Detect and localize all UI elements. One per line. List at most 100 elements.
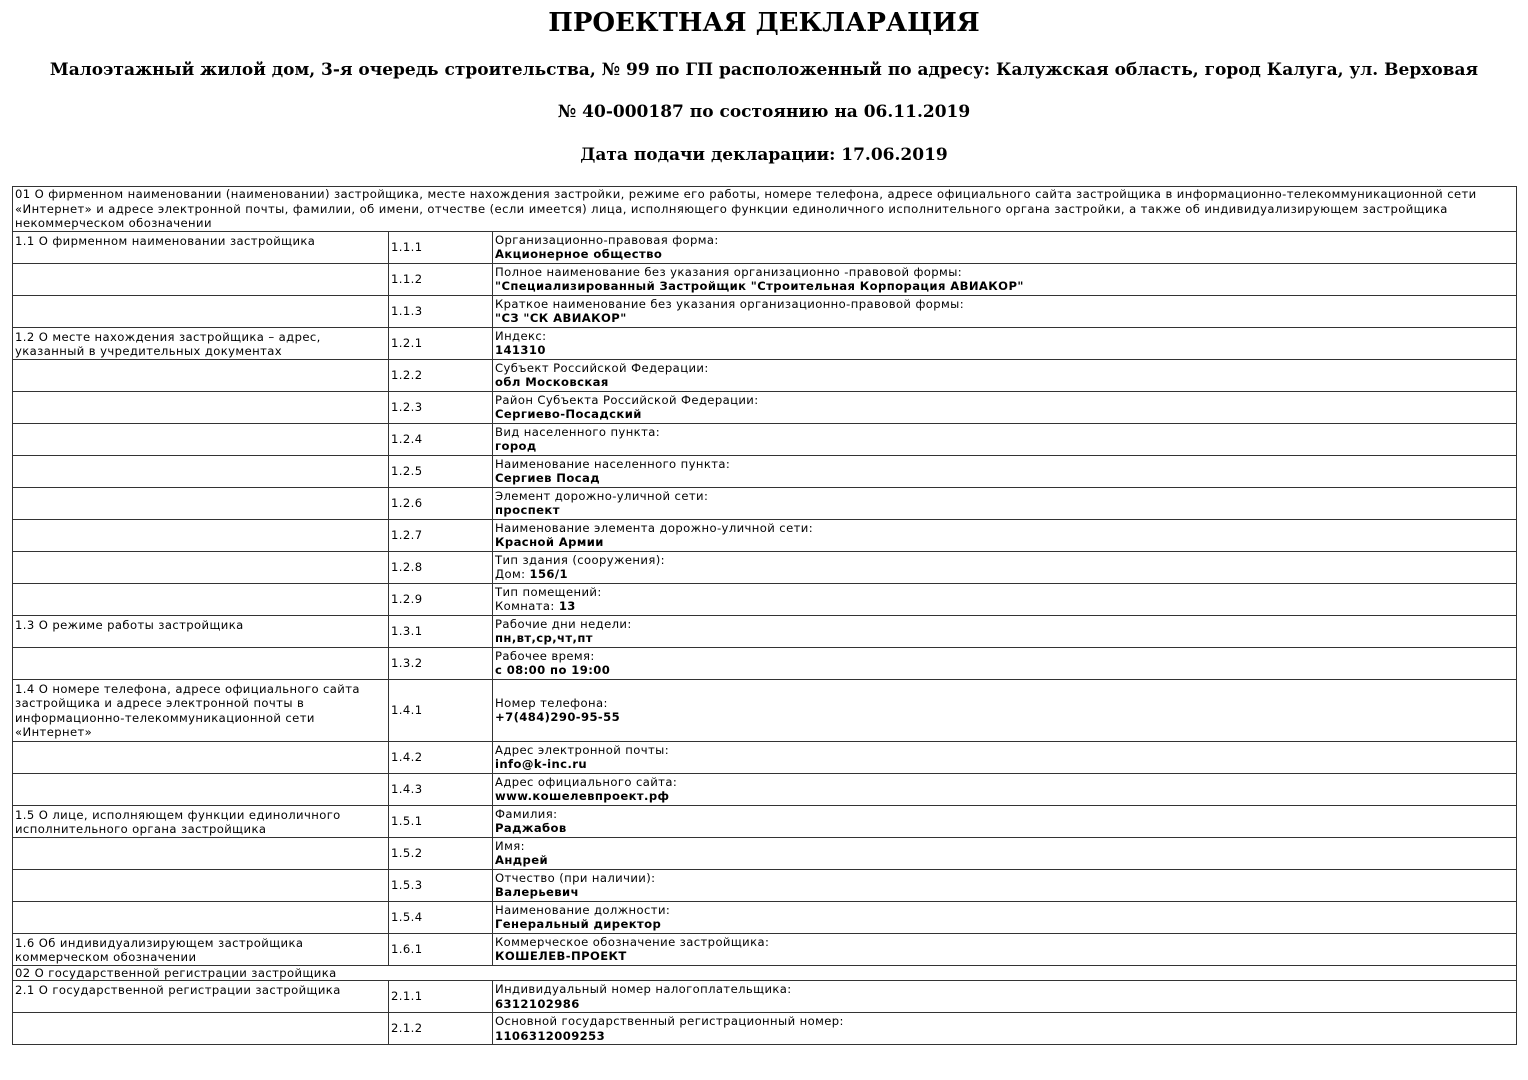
group-cell: 1.3 О режиме работы застройщика [12,614,389,648]
field-value-line: info@k-inc.ru [495,757,1514,772]
code-cell: 1.2.6 [388,486,493,520]
code-cell: 1.6.1 [388,932,493,966]
field-value-line: пн,вт,ср,чт,пт [495,631,1514,646]
field-label: Рабочие дни недели: [495,616,632,631]
group-cell: 1.6 Об индивидуализирующем застройщика к… [12,932,389,966]
field-value-line: Раджабов [495,821,1514,836]
group-cell [12,358,389,392]
field-cell: Индивидуальный номер налогоплательщика: 6… [492,980,1517,1013]
group-cell [12,294,389,328]
code-cell: 1.4.2 [388,740,493,774]
code-cell: 1.3.2 [388,646,493,680]
field-label: Субъект Российской Федерации: [495,360,709,375]
field-value-line: 6312102986 [495,997,1514,1012]
group-cell [12,390,389,424]
code-cell: 1.1.3 [388,294,493,328]
field-label: Индивидуальный номер налогоплательщика: [495,982,792,996]
field-value: проспект [495,503,560,517]
table-row: 1.2.3 Район Субъекта Российской Федераци… [12,390,1517,424]
group-cell: 1.4 О номере телефона, адресе официально… [12,678,389,742]
group-cell [12,582,389,616]
field-cell: Район Субъекта Российской Федерации: Серг… [492,390,1517,424]
code-cell: 2.1.1 [388,980,493,1013]
field-label: Вид населенного пункта: [495,424,661,439]
code-cell: 1.2.3 [388,390,493,424]
group-cell [12,868,389,902]
table-row: 1.4 О номере телефона, адресе официально… [12,678,1517,742]
table-row: 1.5.3 Отчество (при наличии): Валерьевич [12,868,1517,902]
table-row: 1.2.6 Элемент дорожно-уличной сети: просп… [12,486,1517,520]
field-value-line: с 08:00 по 19:00 [495,663,1514,678]
field-value-line: Андрей [495,853,1514,868]
field-cell: Имя: Андрей [492,836,1517,870]
code-cell: 1.5.4 [388,900,493,934]
code-cell: 1.2.2 [388,358,493,392]
field-label: Номер телефона: [495,695,608,710]
table-row: 1.2 О месте нахождения застройщика – адр… [12,326,1517,360]
group-cell [12,486,389,520]
field-cell: Основной государственный регистрационный… [492,1012,1517,1045]
page-title: ПРОЕКТНАЯ ДЕКЛАРАЦИЯ [548,8,980,38]
field-cell: Полное наименование без указания организ… [492,262,1517,296]
group-cell [12,646,389,680]
field-cell: Тип здания (сооружения): Дом: 156/1 [492,550,1517,584]
field-value: +7(484)290-95-55 [495,710,621,724]
field-cell: Краткое наименование без указания органи… [492,294,1517,328]
table-row: 1.5 О лице, исполняющем функции единолич… [12,804,1517,838]
field-value: "СЗ "СК АВИАКОР" [495,311,627,325]
code-cell: 1.2.1 [388,326,493,360]
table-row: 2.1.2 Основной государственный регистрац… [12,1012,1517,1045]
field-value: с 08:00 по 19:00 [495,663,611,677]
object-description: Малоэтажный жилой дом, 3-я очередь строи… [49,60,1479,80]
field-value-line: "СЗ "СК АВИАКОР" [495,311,1514,326]
table-row: 1.5.2 Имя: Андрей [12,836,1517,870]
field-label: Наименование населенного пункта: [495,456,731,471]
submission-date: Дата подачи декларации: 17.06.2019 [580,145,948,165]
field-label: Организационно-правовая форма: [495,232,719,247]
field-cell: Коммерческое обозначение застройщика: КОШ… [492,932,1517,966]
group-cell [12,550,389,584]
code-cell: 1.3.1 [388,614,493,648]
table-row: 1.3.2 Рабочее время: с 08:00 по 19:00 [12,646,1517,680]
table-row: 1.1.3 Краткое наименование без указания … [12,294,1517,328]
field-value-line: 141310 [495,343,1514,358]
field-label: Адрес официального сайта: [495,774,678,789]
group-cell: 1.1 О фирменном наименовании застройщика [12,230,389,264]
field-cell: Адрес электронной почты: info@k-inc.ru [492,740,1517,774]
group-cell [12,740,389,774]
group-cell [12,836,389,870]
table-row: 1.2.8 Тип здания (сооружения): Дом: 156/1 [12,550,1517,584]
field-value: пн,вт,ср,чт,пт [495,631,593,645]
field-cell: Наименование населенного пункта: Сергиев … [492,454,1517,488]
table-row: 1.6 Об индивидуализирующем застройщика к… [12,932,1517,966]
field-value-line: обл Московская [495,375,1514,390]
field-value-line: +7(484)290-95-55 [495,710,1514,725]
field-value-line: Сергиево-Посадский [495,407,1514,422]
field-value: город [495,439,537,453]
table-row: 1.4.3 Адрес официального сайта: www.кошел… [12,772,1517,806]
field-value-line: Дом: 156/1 [495,567,1514,582]
field-cell: Адрес официального сайта: www.кошелевпрое… [492,772,1517,806]
group-cell [12,1012,389,1045]
group-cell: 1.2 О месте нахождения застройщика – адр… [12,326,389,360]
section-header-row: 01 О фирменном наименовании (наименовани… [12,186,1517,232]
table-row: 1.1.2 Полное наименование без указания о… [12,262,1517,296]
code-cell: 1.5.3 [388,868,493,902]
field-value: Андрей [495,853,549,867]
field-label: Полное наименование без указания организ… [495,264,963,279]
field-value: info@k-inc.ru [495,757,588,771]
group-cell: 2.1 О государственной регистрации застро… [12,980,389,1013]
field-label: Индекс: [495,328,547,343]
group-cell [12,518,389,552]
code-cell: 1.2.8 [388,550,493,584]
declaration-number: № 40-000187 по состоянию на 06.11.2019 [557,102,971,122]
field-label: Краткое наименование без указания органи… [495,296,965,311]
field-value-line: Комната: 13 [495,599,1514,614]
field-label: Отчество (при наличии): [495,870,656,885]
field-value: Раджабов [495,821,567,835]
field-label: Наименование элемента дорожно-уличной се… [495,520,814,535]
field-label: Элемент дорожно-уличной сети: [495,488,709,503]
code-cell: 1.1.2 [388,262,493,296]
field-value-line: www.кошелевпроект.рф [495,789,1514,804]
group-cell [12,262,389,296]
